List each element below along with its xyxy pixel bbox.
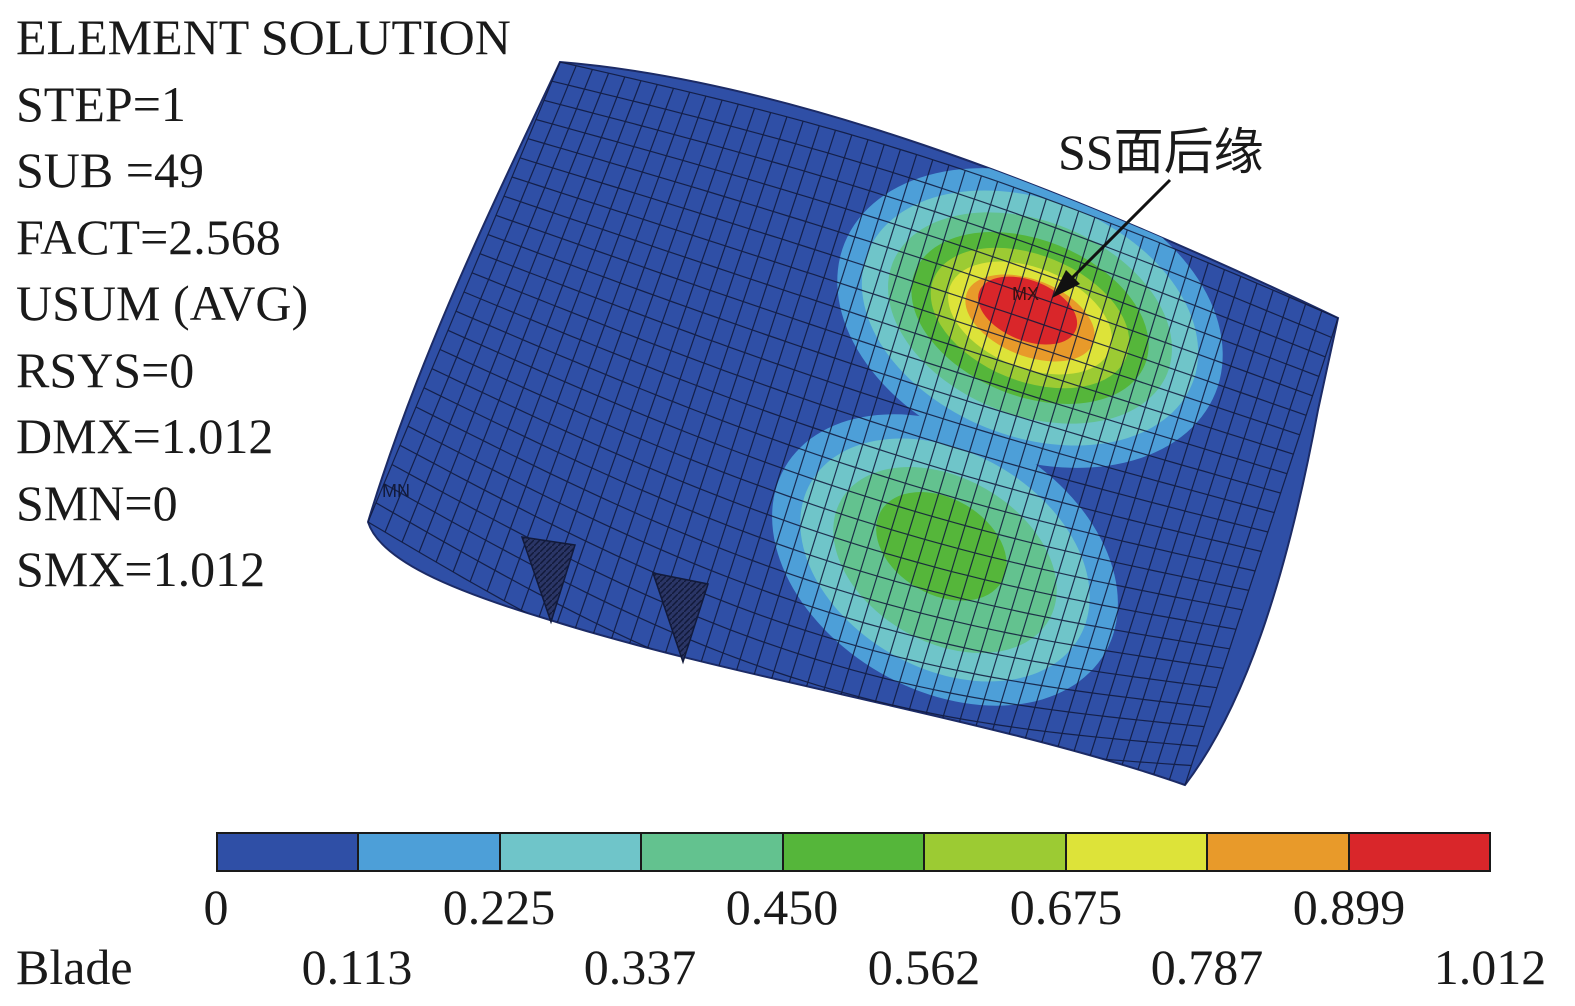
- mesh-line: [423, 387, 1230, 650]
- legend-value: 0.113: [301, 939, 413, 995]
- mesh-line: [519, 157, 1307, 416]
- info-line: USUM (AVG): [16, 275, 309, 331]
- mesh-line: [463, 291, 1262, 553]
- legend-value: 1.012: [1433, 939, 1547, 995]
- legend-value: 0.225: [442, 879, 556, 935]
- legend-value: 0.899: [1292, 879, 1406, 935]
- annotation-label: SS面后缘: [1058, 124, 1264, 180]
- mesh-line: [471, 272, 1269, 533]
- legend-color-cell: [218, 834, 360, 870]
- legend-value: 0.787: [1150, 939, 1264, 995]
- legend-value: 0.337: [583, 939, 697, 995]
- info-line: SMX=1.012: [16, 541, 266, 597]
- legend-value: 0.675: [1009, 879, 1123, 935]
- min-marker: MN: [382, 481, 410, 501]
- legend-color-cell: [359, 834, 501, 870]
- mesh-line: [455, 310, 1256, 572]
- info-line: RSYS=0: [16, 341, 195, 398]
- info-line: SUB =49: [16, 142, 204, 198]
- legend-color-cell: [1208, 834, 1350, 870]
- mesh-line: [495, 214, 1288, 475]
- mesh-line: [503, 195, 1294, 455]
- mesh-line: [383, 483, 1198, 747]
- mesh-line: [535, 118, 1320, 377]
- info-line: DMX=1.012: [16, 408, 274, 464]
- legend-value: 0.562: [867, 939, 981, 995]
- max-marker: MX: [1012, 284, 1039, 304]
- mesh-grid: [368, 62, 1338, 785]
- info-line: ELEMENT SOLUTION: [16, 9, 511, 65]
- support-triangle: [651, 572, 709, 665]
- mesh-line: [447, 329, 1249, 591]
- legend-color-cell: [1349, 834, 1489, 870]
- mesh-line: [399, 444, 1211, 708]
- legend-color-cell: [925, 834, 1067, 870]
- legend-color-cell: [1066, 834, 1209, 870]
- upper-contour: [837, 168, 1223, 468]
- solution-info: ELEMENT SOLUTION STEP=1 SUB =49 FACT=2.5…: [16, 4, 511, 603]
- mesh-line: [487, 233, 1281, 494]
- legend-label: Blade: [16, 939, 133, 995]
- mesh-line: [407, 425, 1217, 689]
- mesh-line: [543, 99, 1326, 358]
- color-legend: [216, 832, 1491, 872]
- legend-value: 0.450: [725, 879, 839, 935]
- annotation-arrowhead: [1052, 270, 1080, 298]
- mesh-line: [527, 138, 1313, 397]
- mesh-line: [439, 348, 1243, 611]
- legend-value: 0: [203, 879, 229, 935]
- mesh-line: [431, 368, 1237, 630]
- mesh-line: [559, 62, 1338, 319]
- mesh-line: [551, 80, 1332, 339]
- info-line: STEP=1: [16, 75, 186, 132]
- legend-color-cell: [642, 834, 784, 870]
- info-line: FACT=2.568: [16, 208, 281, 265]
- mesh-line: [511, 176, 1300, 436]
- legend-color-cell: [500, 834, 643, 870]
- info-line: SMN=0: [16, 474, 178, 531]
- mesh-line: [479, 253, 1275, 514]
- mesh-line: [415, 406, 1224, 669]
- annotation-arrow: [1060, 178, 1172, 290]
- support-triangle: [520, 536, 576, 625]
- legend-color-cell: [783, 834, 926, 870]
